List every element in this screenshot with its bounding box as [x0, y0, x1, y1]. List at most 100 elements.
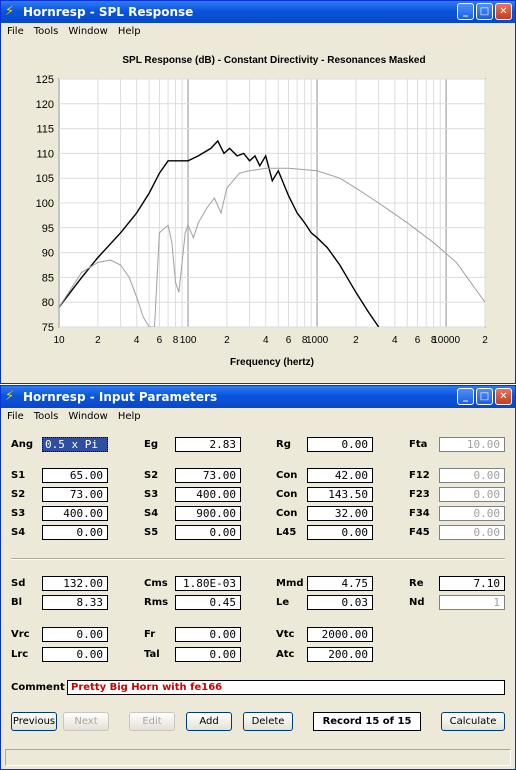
f34-label: F34 [409, 508, 430, 519]
x-tick-label: 4 [392, 335, 398, 346]
con2-label: Con [276, 489, 298, 500]
con2-field[interactable]: 143.50 [307, 487, 373, 502]
menu-help[interactable]: Help [117, 411, 141, 422]
y-tick-label: 100 [36, 198, 54, 210]
minimize-button[interactable]: _ [457, 3, 474, 20]
rms-label: Rms [144, 597, 169, 608]
y-tick-label: 95 [42, 223, 54, 235]
le-field[interactable]: 0.03 [307, 595, 373, 610]
previous-button[interactable]: Previous [11, 712, 57, 731]
vrc-field[interactable]: 0.00 [42, 627, 108, 642]
spl-menu-bar: File Tools Window Help [1, 23, 515, 40]
l45-field[interactable]: 0.00 [307, 525, 373, 540]
atc-label: Atc [276, 649, 295, 660]
x-axis-label: Frequency (hertz) [230, 357, 314, 368]
lrc-label: Lrc [11, 649, 29, 660]
tal-field[interactable]: 0.00 [175, 647, 241, 662]
x-tick-label: 2 [224, 335, 230, 346]
close-button[interactable]: ✕ [495, 3, 512, 20]
input-parameters-window: ⚡ Hornresp - Input Parameters _ □ ✕ File… [0, 385, 516, 770]
s1-field[interactable]: 65.00 [42, 468, 108, 483]
comment-field[interactable]: Pretty Big Horn with fe166 [67, 680, 505, 695]
f23-field[interactable]: 0.00 [439, 487, 505, 502]
rms-field[interactable]: 0.45 [175, 595, 241, 610]
nd-field[interactable]: 1 [439, 595, 505, 610]
x-tick-label: 1000 [306, 335, 329, 346]
x-tick-label: 6 [415, 335, 421, 346]
y-tick-label: 85 [42, 272, 54, 284]
con3-field[interactable]: 32.00 [307, 506, 373, 521]
sd-label: Sd [11, 578, 26, 589]
comment-label: Comment [11, 682, 65, 693]
y-tick-label: 110 [36, 148, 54, 160]
x-tick-label: 100 [180, 335, 197, 346]
rg-label: Rg [276, 439, 291, 450]
menu-window[interactable]: Window [68, 26, 108, 37]
cms-field[interactable]: 1.80E-03 [175, 576, 241, 591]
f12-field[interactable]: 0.00 [439, 468, 505, 483]
spl-title-bar[interactable]: ⚡ Hornresp - SPL Response _ □ ✕ [1, 1, 515, 23]
sd-field[interactable]: 132.00 [42, 576, 108, 591]
s3-col2-field[interactable]: 400.00 [175, 487, 241, 502]
bl-field[interactable]: 8.33 [42, 595, 108, 610]
eg-field[interactable]: 2.83 [175, 437, 241, 452]
con1-label: Con [276, 470, 298, 481]
input-title-bar[interactable]: ⚡ Hornresp - Input Parameters _ □ ✕ [1, 386, 515, 408]
record-indicator: Record 15 of 15 [313, 712, 421, 731]
menu-window[interactable]: Window [68, 411, 108, 422]
f45-label: F45 [409, 527, 430, 538]
s5-field[interactable]: 0.00 [175, 525, 241, 540]
mmd-field[interactable]: 4.75 [307, 576, 373, 591]
nd-label: Nd [409, 597, 425, 608]
y-tick-label: 90 [42, 248, 54, 260]
re-field[interactable]: 7.10 [439, 576, 505, 591]
spl-window-title: Hornresp - SPL Response [23, 5, 194, 19]
s3-field[interactable]: 400.00 [42, 506, 108, 521]
add-button[interactable]: Add [186, 712, 232, 731]
fr-label: Fr [144, 629, 156, 640]
l45-label: L45 [276, 527, 297, 538]
calculate-button[interactable]: Calculate [441, 712, 505, 731]
lrc-field[interactable]: 0.00 [42, 647, 108, 662]
x-tick-label: 10000 [432, 335, 460, 346]
x-tick-label: 2 [482, 335, 488, 346]
input-menu-bar: File Tools Window Help [1, 408, 515, 425]
rg-field[interactable]: 0.00 [307, 437, 373, 452]
edit-button[interactable]: Edit [129, 712, 175, 731]
fta-field[interactable]: 10.00 [439, 437, 505, 452]
s2-field[interactable]: 73.00 [42, 487, 108, 502]
f45-field[interactable]: 0.00 [439, 525, 505, 540]
maximize-button[interactable]: □ [476, 3, 493, 20]
x-tick-label: 10 [53, 335, 65, 346]
minimize-button[interactable]: _ [457, 388, 474, 405]
menu-file[interactable]: File [7, 411, 24, 422]
s5-label: S5 [144, 527, 159, 538]
next-button[interactable]: Next [63, 712, 109, 731]
y-tick-label: 125 [36, 74, 54, 86]
menu-file[interactable]: File [7, 26, 24, 37]
delete-button[interactable]: Delete [243, 712, 293, 731]
s4-col2-field[interactable]: 900.00 [175, 506, 241, 521]
menu-help[interactable]: Help [117, 26, 141, 37]
maximize-button[interactable]: □ [476, 388, 493, 405]
y-tick-label: 115 [36, 124, 54, 136]
ang-field[interactable]: 0.5 x Pi [42, 437, 108, 452]
close-button[interactable]: ✕ [495, 388, 512, 405]
s4-field[interactable]: 0.00 [42, 525, 108, 540]
s3-col2-label: S3 [144, 489, 159, 500]
eg-label: Eg [144, 439, 158, 450]
s4-col2-label: S4 [144, 508, 159, 519]
s2-col2-field[interactable]: 73.00 [175, 468, 241, 483]
separator [11, 558, 505, 560]
menu-tools[interactable]: Tools [33, 26, 59, 37]
vtc-field[interactable]: 2000.00 [307, 627, 373, 642]
vrc-label: Vrc [11, 629, 30, 640]
menu-tools[interactable]: Tools [33, 411, 59, 422]
fr-field[interactable]: 0.00 [175, 627, 241, 642]
con1-field[interactable]: 42.00 [307, 468, 373, 483]
f23-label: F23 [409, 489, 430, 500]
f34-field[interactable]: 0.00 [439, 506, 505, 521]
atc-field[interactable]: 200.00 [307, 647, 373, 662]
ang-label: Ang [11, 439, 34, 450]
